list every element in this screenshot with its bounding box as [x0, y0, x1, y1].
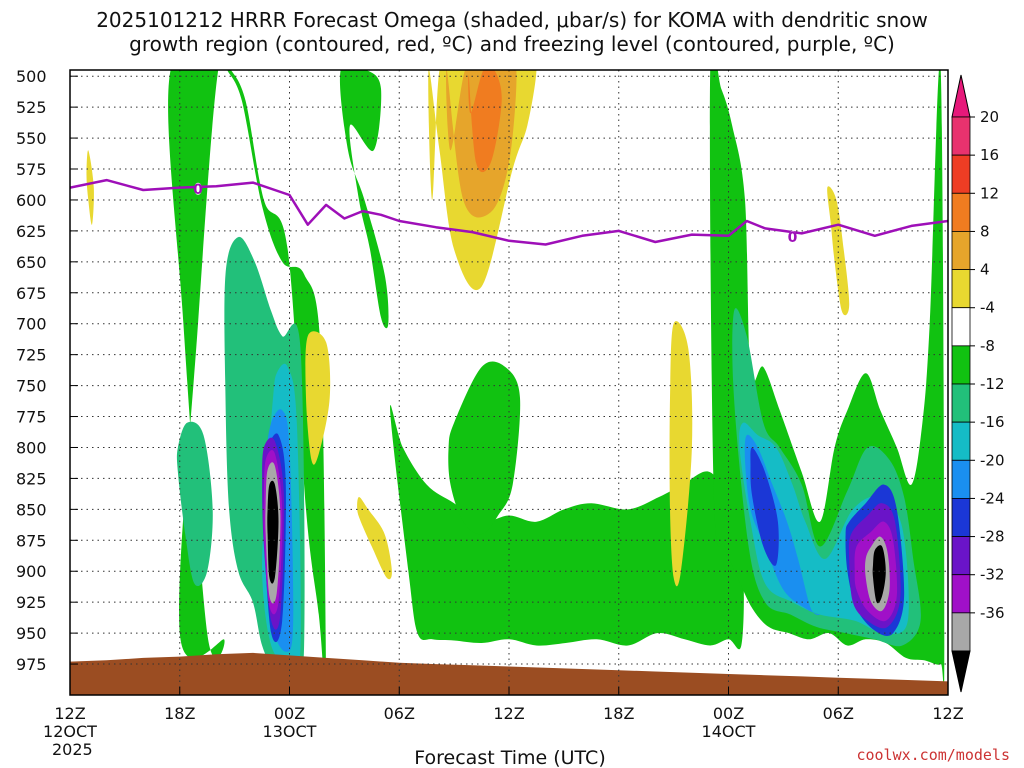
colorbar-label-3: 8 — [980, 222, 990, 240]
grid-lines — [70, 70, 948, 695]
y-tick-900: 900 — [16, 562, 47, 581]
y-tick-775: 775 — [16, 408, 47, 427]
colorbar-swatch-3 — [951, 231, 971, 270]
omega-region-green-band-4 — [390, 405, 744, 650]
freezing-level-line — [70, 178, 948, 246]
omega-region-orange-upper — [468, 70, 502, 173]
omega-region-yellow-strip-4 — [827, 186, 850, 316]
y-tick-800: 800 — [16, 438, 47, 457]
x-tick-date-0: 12OCT — [43, 722, 97, 741]
y-tick-825: 825 — [16, 469, 47, 488]
omega-region-black-2 — [872, 545, 886, 604]
y-tick-550: 550 — [16, 129, 47, 148]
colorbar-label-5: -4 — [980, 299, 995, 317]
freezing-label-0: 0 — [193, 182, 203, 198]
colorbar-label-9: -20 — [980, 451, 1005, 469]
freezing-label-1: 0 — [788, 230, 798, 246]
omega-region-yellow-strip-1 — [86, 150, 94, 225]
omega-region-navy-2 — [750, 447, 779, 566]
omega-region-yellow-strip-5 — [357, 497, 392, 580]
y-tick-750: 750 — [16, 377, 47, 396]
y-tick-525: 525 — [16, 98, 47, 117]
freezing-level-layer: 00 — [70, 178, 948, 246]
y-tick-975: 975 — [16, 655, 47, 674]
colorbar-label-8: -16 — [980, 413, 1005, 431]
y-tick-850: 850 — [16, 500, 47, 519]
x-tick-3: 06Z — [384, 704, 415, 723]
omega-region-green-band-5 — [448, 361, 521, 535]
x-tick-1: 18Z — [164, 704, 195, 723]
y-tick-575: 575 — [16, 160, 47, 179]
chart-title-line-2: growth region (contoured, red, ºC) and f… — [129, 32, 895, 56]
y-tick-925: 925 — [16, 593, 47, 612]
x-tick-7: 06Z — [823, 704, 854, 723]
colorbar-swatch-4 — [951, 269, 971, 309]
terrain-layer — [70, 652, 948, 695]
colorbar-swatch-7 — [951, 383, 971, 423]
y-tick-600: 600 — [16, 191, 47, 210]
y-tick-500: 500 — [16, 67, 47, 86]
x-tick-0: 12Z — [54, 704, 85, 723]
credit-text: coolwx.com/models — [856, 746, 1010, 764]
colorbar-swatch-6 — [951, 345, 971, 385]
y-tick-675: 675 — [16, 284, 47, 303]
colorbar-label-10: -24 — [980, 489, 1005, 507]
y-tick-725: 725 — [16, 346, 47, 365]
colorbar-swatch-5 — [951, 307, 971, 347]
omega-region-yellow-strip-3 — [669, 321, 693, 587]
x-tick-date-2: 13OCT — [263, 722, 317, 741]
colorbar-label-0: 20 — [980, 108, 999, 126]
colorbar-label-12: -32 — [980, 566, 1005, 584]
colorbar-label-2: 12 — [980, 184, 999, 202]
x-tick-year-0: 2025 — [52, 740, 93, 759]
x-tick-2: 00Z — [274, 704, 305, 723]
omega-fields — [86, 70, 945, 695]
colorbar-label-1: 16 — [980, 146, 999, 164]
colorbar-bottom-arrow — [951, 650, 971, 693]
omega-region-teal-1 — [176, 421, 213, 587]
omega-region-black-1 — [267, 480, 279, 584]
colorbar-label-7: -12 — [980, 375, 1005, 393]
colorbar-label-11: -28 — [980, 528, 1005, 546]
freezing-label-bg-1 — [788, 231, 797, 244]
x-tick-4: 12Z — [493, 704, 524, 723]
colorbar: 20 16 12 8 4 -4 -8 -12 -16 -20 -24 -28 -32 -36 — [951, 74, 1005, 693]
colorbar-swatch-13 — [951, 612, 971, 652]
y-tick-875: 875 — [16, 531, 47, 550]
terrain-fill — [70, 652, 948, 695]
x-tick-date-6: 14OCT — [702, 722, 756, 741]
y-tick-950: 950 — [16, 624, 47, 643]
colorbar-label-4: 4 — [980, 261, 990, 279]
x-tick-5: 18Z — [603, 704, 634, 723]
y-tick-650: 650 — [16, 253, 47, 272]
colorbar-label-6: -8 — [980, 337, 995, 355]
colorbar-swatch-2 — [951, 192, 971, 232]
colorbar-top-arrow — [951, 74, 971, 118]
y-axis: 500 525 550 575 600 625 650 675 700 725 750 775 800 8… — [16, 67, 78, 674]
x-tick-8: 12Z — [932, 704, 963, 723]
colorbar-swatch-1 — [951, 154, 971, 194]
y-tick-625: 625 — [16, 222, 47, 241]
omega-region-green-band-3 — [339, 70, 389, 329]
colorbar-swatch-12 — [951, 574, 971, 614]
x-tick-6: 00Z — [713, 704, 744, 723]
colorbar-label-13: -36 — [980, 604, 1005, 622]
chart-title-line-1: 2025101212 HRRR Forecast Omega (shaded, … — [96, 8, 928, 32]
y-tick-700: 700 — [16, 315, 47, 334]
colorbar-swatch-0 — [951, 116, 971, 156]
omega-region-yellow-strip-2 — [305, 331, 331, 465]
colorbar-swatch-10 — [951, 498, 971, 537]
freezing-label-bg-0 — [194, 182, 203, 195]
x-axis-label: Forecast Time (UTC) — [414, 747, 605, 768]
colorbar-swatch-9 — [951, 459, 971, 499]
colorbar-swatch-8 — [951, 421, 971, 461]
colorbar-swatch-11 — [951, 536, 971, 576]
